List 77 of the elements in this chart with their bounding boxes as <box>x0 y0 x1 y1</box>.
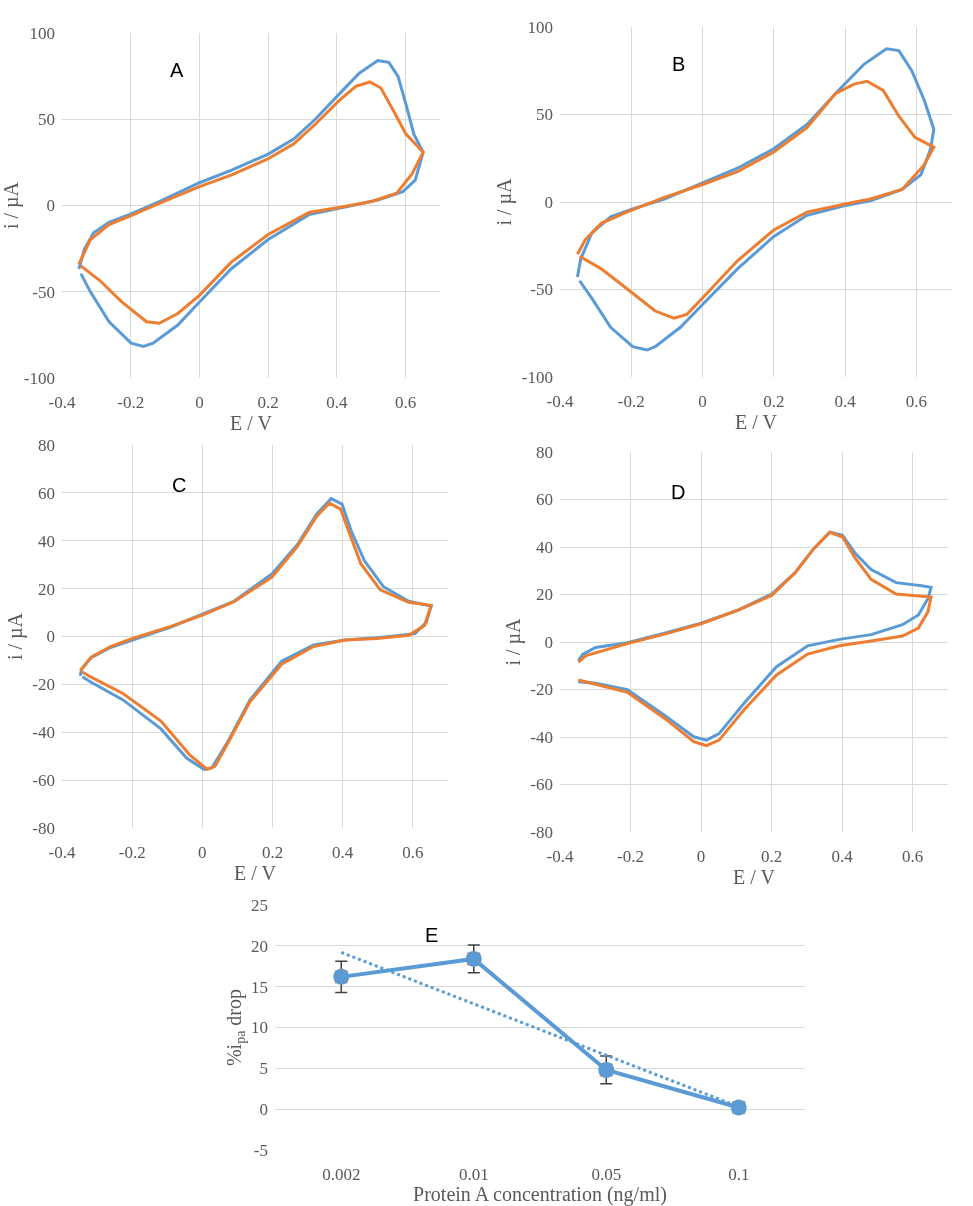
y-tick-label: 0 <box>46 627 55 647</box>
y-tick-label: -100 <box>23 368 55 388</box>
y-tick-label: 15 <box>251 977 268 997</box>
y-tick-label: 40 <box>38 531 55 551</box>
y-axis-title: i / µA <box>501 617 525 666</box>
y-tick-label: 25 <box>251 895 268 915</box>
y-tick-label: 10 <box>251 1018 268 1038</box>
x-axis-title: E / V <box>733 866 776 888</box>
y-tick-label: -50 <box>530 280 553 300</box>
y-tick-label: 0 <box>544 632 553 652</box>
x-tick-label: -0.2 <box>118 843 146 862</box>
x-tick-label: 0.6 <box>402 843 424 862</box>
y-tick-label: -40 <box>32 723 55 743</box>
x-tick-label: 0.4 <box>326 393 349 412</box>
x-tick-label: 0.6 <box>905 392 927 411</box>
x-axis-title: Protein A concentration (ng/ml) <box>413 1183 667 1206</box>
y-axis-title: i / µA <box>493 177 517 226</box>
y-tick-label: 5 <box>259 1059 268 1079</box>
text: D <box>671 481 686 503</box>
y-tick-label: 50 <box>536 105 553 125</box>
x-tick-label: -0.4 <box>48 843 76 862</box>
x-tick-label: 0 <box>198 843 207 862</box>
x-tick-label: -0.4 <box>546 847 574 866</box>
x-tick-label: -0.4 <box>48 393 76 412</box>
x-tick-label: 0.4 <box>332 843 354 862</box>
y-axis-title: i / µA <box>3 612 27 661</box>
y-tick-label: -100 <box>521 367 553 387</box>
y-tick-label: -20 <box>530 680 553 700</box>
x-tick-label: 0.2 <box>763 392 785 411</box>
y-tick-label: 0 <box>259 1100 268 1120</box>
text: B <box>672 53 686 75</box>
x-tick-label: 0.01 <box>458 1165 489 1184</box>
text: E <box>425 924 439 946</box>
x-tick-label: 0.4 <box>834 392 857 411</box>
y-tick-label: 60 <box>38 483 55 503</box>
x-tick-label: 0.002 <box>322 1165 361 1184</box>
x-tick-label: 0.05 <box>591 1165 622 1184</box>
text: C <box>172 474 187 496</box>
x-tick-label: -0.2 <box>617 392 645 411</box>
y-tick-label: -20 <box>32 675 55 695</box>
y-tick-label: -80 <box>32 818 55 838</box>
y-tick-label: -60 <box>32 771 55 791</box>
y-tick-label: 20 <box>251 936 268 956</box>
y-tick-label: 0 <box>46 196 55 216</box>
x-tick-label: 0 <box>696 847 706 866</box>
y-tick-label: 80 <box>536 442 553 462</box>
x-tick-label: -0.4 <box>546 392 574 411</box>
x-tick-label: 0.1 <box>728 1165 750 1184</box>
y-tick-label: 0 <box>544 192 553 212</box>
x-tick-label: 0.2 <box>761 847 783 866</box>
x-axis-title: E / V <box>234 862 277 884</box>
text: A <box>170 59 184 81</box>
y-tick-label: 100 <box>527 17 553 37</box>
x-axis-title: E / V <box>230 412 273 434</box>
x-tick-label: 0 <box>698 392 707 411</box>
x-axis-title: E / V <box>735 411 778 433</box>
y-tick-label: -80 <box>530 822 553 842</box>
y-tick-label: -60 <box>530 775 553 795</box>
y-tick-label: 60 <box>536 490 553 510</box>
y-tick-label: 50 <box>38 110 55 130</box>
x-tick-label: 0.6 <box>395 393 417 412</box>
y-tick-label: 80 <box>38 435 55 455</box>
x-tick-label: 0.4 <box>831 847 854 866</box>
y-tick-label: -5 <box>253 1140 268 1160</box>
x-tick-label: 0.2 <box>261 843 284 862</box>
y-tick-label: 20 <box>38 579 55 599</box>
x-tick-label: 0.6 <box>902 847 924 866</box>
y-tick-label: 40 <box>536 537 553 557</box>
y-axis-title: i / µA <box>0 181 23 230</box>
x-tick-label: 0.2 <box>257 393 279 412</box>
y-tick-label: -50 <box>32 282 55 302</box>
y-tick-label: -40 <box>530 727 553 747</box>
x-tick-label: -0.2 <box>117 393 145 412</box>
y-tick-label: 20 <box>536 585 553 605</box>
y-tick-label: 100 <box>29 23 55 43</box>
x-tick-label: 0 <box>195 393 204 412</box>
x-tick-label: -0.2 <box>617 847 645 866</box>
